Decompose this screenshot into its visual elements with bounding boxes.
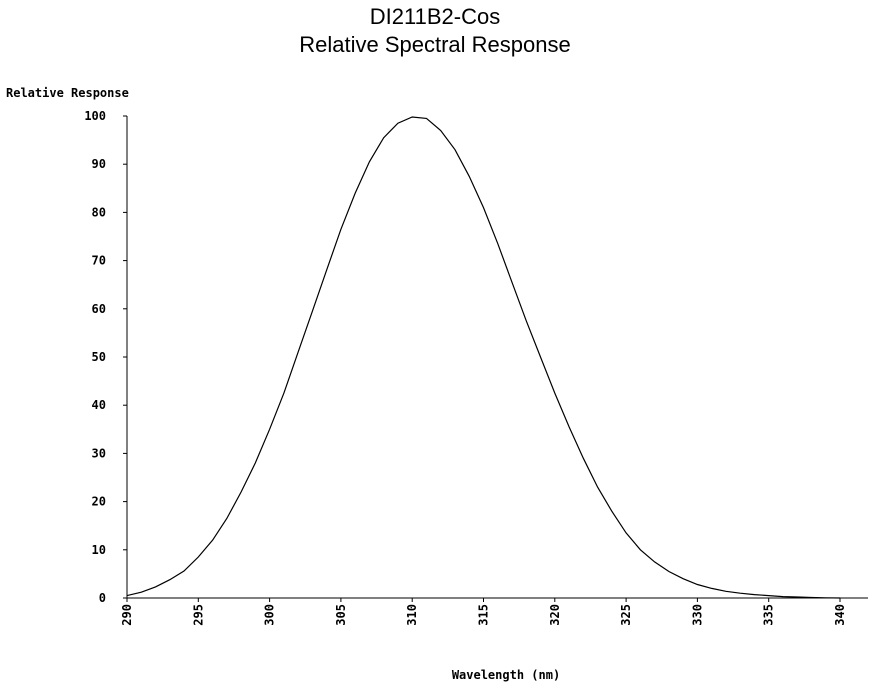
x-tick-label: 330 — [690, 604, 704, 626]
x-tick-label: 340 — [833, 604, 847, 626]
x-tick-label: 295 — [191, 604, 205, 626]
y-tick-label: 40 — [92, 398, 106, 412]
y-tick-label: 50 — [92, 350, 106, 364]
x-tick-label: 325 — [619, 604, 633, 626]
y-axis-label: Relative Response — [6, 86, 129, 100]
x-tick-label: 315 — [477, 604, 491, 626]
y-tick-label: 70 — [92, 254, 106, 268]
y-tick-label: 20 — [92, 495, 106, 509]
y-tick-label: 80 — [92, 205, 106, 219]
x-tick-label: 305 — [334, 604, 348, 626]
x-tick-label: 320 — [548, 604, 562, 626]
chart-title: DI211B2-Cos — [369, 4, 501, 29]
y-tick-label: 10 — [92, 543, 106, 557]
chart-subtitle: Relative Spectral Response — [299, 32, 571, 57]
x-tick-label: 310 — [405, 604, 419, 626]
x-tick-label: 335 — [762, 604, 776, 626]
y-tick-label: 30 — [92, 446, 106, 460]
y-tick-label: 100 — [84, 109, 106, 123]
y-tick-label: 0 — [99, 591, 106, 605]
x-tick-label: 290 — [120, 604, 134, 626]
y-tick-label: 60 — [92, 302, 106, 316]
x-tick-label: 300 — [263, 604, 277, 626]
response-curve — [126, 116, 841, 599]
y-tick-label: 90 — [92, 157, 106, 171]
x-axis-label: Wavelength (nm) — [452, 668, 560, 682]
